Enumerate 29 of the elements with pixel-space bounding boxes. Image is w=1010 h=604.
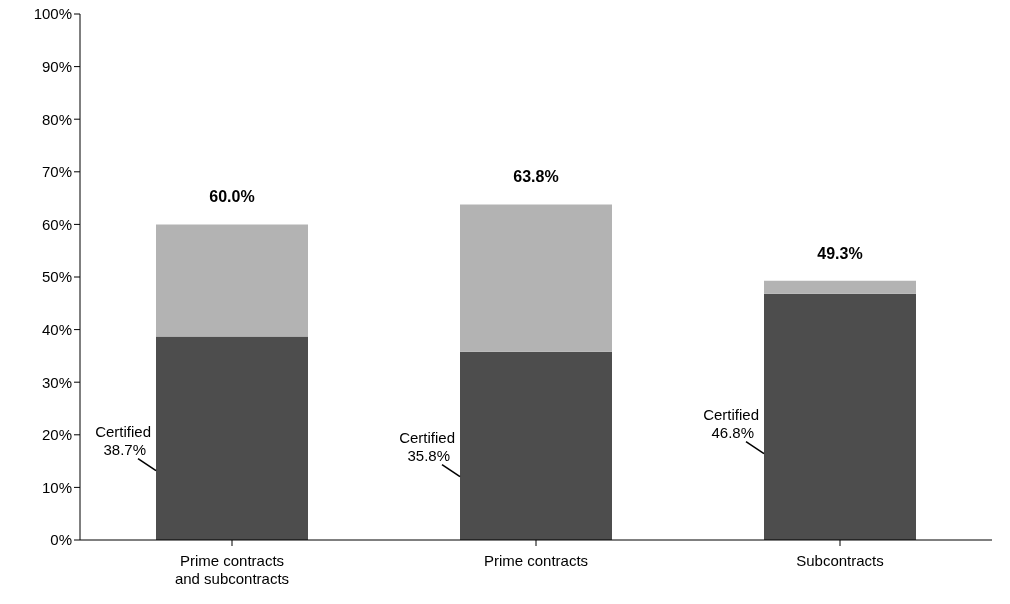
y-tick-label: 0%	[50, 531, 72, 549]
data-label: 35.8%	[407, 446, 450, 464]
text: Certified	[703, 405, 759, 423]
y-tick-label: 80%	[41, 110, 72, 128]
text: Certified	[399, 428, 455, 446]
bar	[764, 280, 916, 294]
y-tick-label: 40%	[41, 320, 72, 338]
y-tick-label: 10%	[41, 478, 72, 496]
total-label: 49.3%	[817, 244, 863, 262]
series-label: Certified	[95, 422, 151, 440]
y-tick-label: 100%	[33, 5, 72, 23]
bar	[460, 204, 612, 352]
y-tick-label: 50%	[41, 268, 72, 286]
bar	[156, 336, 308, 540]
data-label: 46.8%	[711, 423, 754, 441]
data-label: 38.7%	[103, 440, 146, 458]
y-tick-label: 60%	[41, 215, 72, 233]
bar	[156, 224, 308, 337]
x-tick-label: Subcontracts	[796, 552, 884, 569]
bar	[764, 293, 916, 540]
x-tick-label: Prime contracts	[483, 552, 589, 569]
y-tick-label: 30%	[41, 373, 72, 391]
y-tick-label: 20%	[41, 426, 72, 444]
y-tick-label: 90%	[41, 57, 72, 75]
x-tick-label: Prime contracts and subcontracts	[174, 552, 290, 587]
bar	[460, 351, 612, 540]
y-tick-label: 70%	[41, 163, 72, 181]
total-label: 63.8%	[513, 168, 559, 186]
total-label: 60.0%	[209, 188, 255, 206]
